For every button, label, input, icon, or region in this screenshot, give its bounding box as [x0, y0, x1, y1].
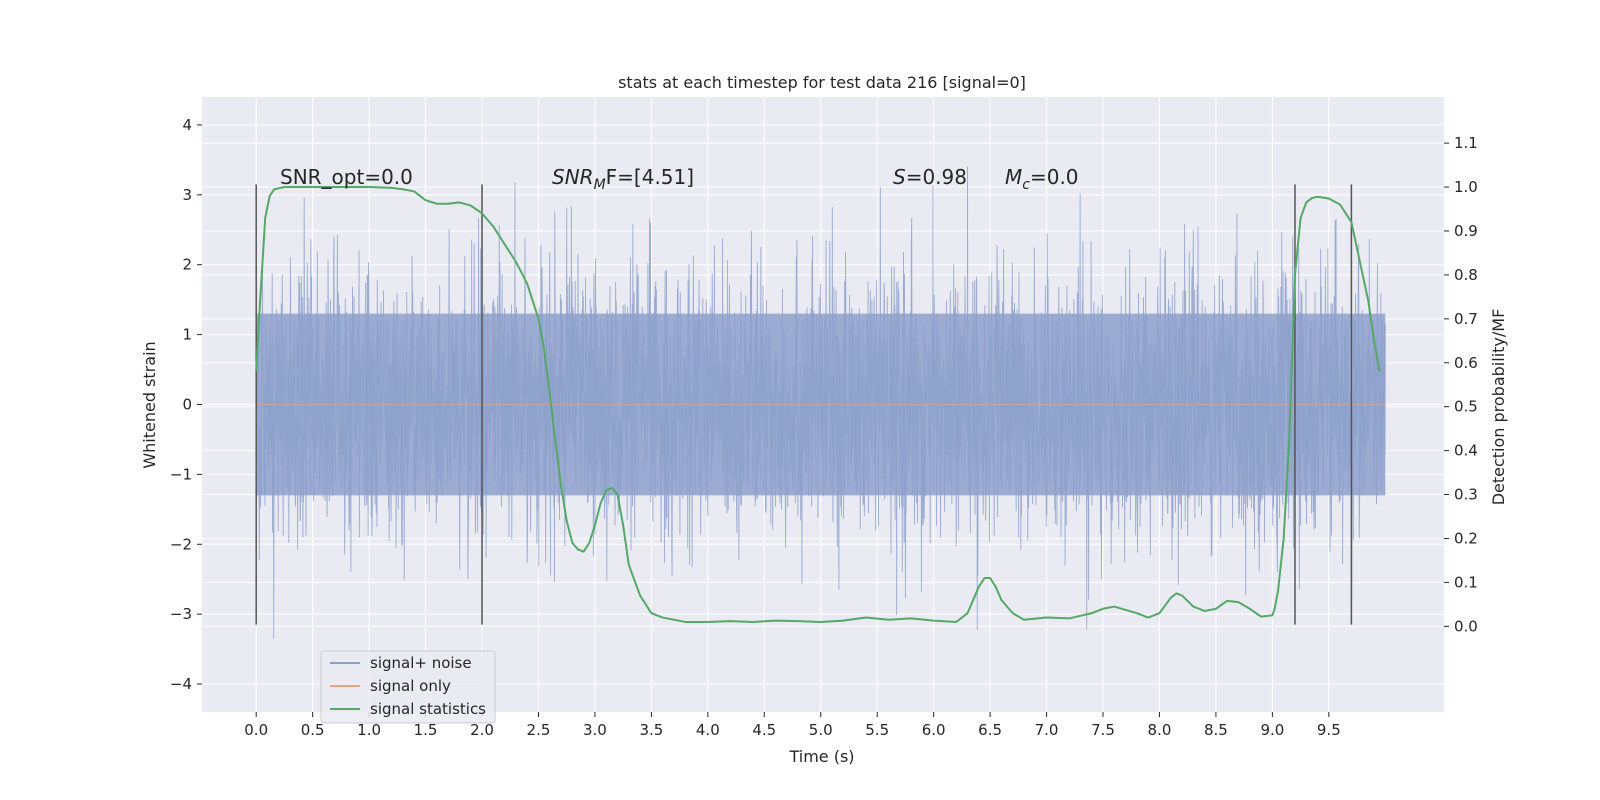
annotation-snr-mf-sub: M: [594, 177, 606, 193]
legend-label-signal-only: signal only: [370, 677, 451, 695]
x-tick-label: 0.5: [301, 721, 325, 739]
x-axis-ticks: 0.0 0.5 1.0 1.5 2.0 2.5 3.0 3.5 4.0 4.5 5.0 5.5 6.0 6…: [244, 712, 1341, 739]
x-tick-label: 2.5: [527, 721, 551, 739]
x-tick-label: 4.0: [696, 721, 720, 739]
x-tick-label: 3.5: [639, 721, 663, 739]
y-left-tick-label: −2: [170, 535, 192, 553]
x-tick-label: 9.0: [1260, 721, 1284, 739]
legend-label-noise: signal+ noise: [370, 654, 472, 672]
y-right-axis-label: Detection probability/MF: [1489, 309, 1508, 506]
annotation-s-base: S: [893, 165, 906, 189]
y-right-tick-label: 0.9: [1454, 222, 1478, 240]
y-right-tick-label: 1.1: [1454, 134, 1478, 152]
y-left-tick-label: 4: [182, 116, 192, 134]
x-tick-label: 8.5: [1204, 721, 1228, 739]
legend-box: [320, 650, 496, 724]
y-right-tick-label: 0.7: [1454, 310, 1478, 328]
annotation-snr-mf: SNRMF=[4.51]: [552, 165, 694, 193]
legend-label-signal-statistics: signal statistics: [370, 700, 486, 718]
x-tick-label: 3.0: [583, 721, 607, 739]
legend: signal+ noise signal only signal statist…: [320, 650, 496, 724]
window-markers: [255, 184, 1353, 625]
y-left-tick-label: −3: [170, 605, 192, 623]
annotation-mc-rest: =0.0: [1030, 165, 1079, 189]
x-tick-label: 5.0: [809, 721, 833, 739]
y-right-tick-label: 0.1: [1454, 573, 1478, 591]
x-tick-label: 1.5: [414, 721, 438, 739]
signal-statistics-line: [255, 186, 1381, 623]
x-tick-label: 9.5: [1317, 721, 1341, 739]
y-right-tick-label: 0.4: [1454, 442, 1478, 460]
y-left-tick-label: 1: [182, 326, 192, 344]
x-tick-label: 7.0: [1035, 721, 1059, 739]
annotation-snr-mf-rest: F=[4.51]: [606, 165, 694, 189]
annotation-snr-opt: SNR_opt=0.0: [280, 165, 413, 189]
y-right-tick-label: 0.8: [1454, 266, 1478, 284]
annotation-mc-sub: c: [1022, 177, 1030, 193]
y-left-tick-label: 3: [182, 186, 192, 204]
x-tick-label: 2.0: [470, 721, 494, 739]
x-axis-label: Time (s): [788, 747, 854, 766]
x-tick-label: 8.0: [1148, 721, 1172, 739]
chart-title: stats at each timestep for test data 216…: [618, 73, 1026, 92]
y-left-axis-ticks: 4 3 2 1 0 −1 −2 −3 −4: [170, 116, 202, 693]
y-left-tick-label: 0: [182, 396, 192, 414]
y-right-axis-ticks: 1.1 1.0 0.9 0.8 0.7 0.6 0.5 0.4 0.3 0.2 0.1 0.0: [1444, 134, 1478, 635]
annotation-s: S=0.98: [893, 165, 967, 189]
signal-statistics-series: [255, 186, 1381, 623]
y-left-tick-label: −1: [170, 465, 192, 483]
x-tick-label: 4.5: [752, 721, 776, 739]
x-tick-label: 5.5: [865, 721, 889, 739]
y-right-tick-label: 1.0: [1454, 178, 1478, 196]
x-tick-label: 7.5: [1091, 721, 1115, 739]
y-left-tick-label: 2: [182, 256, 192, 274]
x-tick-label: 0.0: [244, 721, 268, 739]
y-right-tick-label: 0.6: [1454, 354, 1478, 372]
annotation-snr-mf-base: SNR: [552, 165, 594, 189]
annotation-s-rest: =0.98: [906, 165, 967, 189]
y-left-axis-label: Whitened strain: [140, 341, 159, 468]
annotation-mc: Mc=0.0: [1005, 165, 1079, 193]
y-right-tick-label: 0.2: [1454, 529, 1478, 547]
x-tick-label: 1.0: [357, 721, 381, 739]
y-right-tick-label: 0.5: [1454, 398, 1478, 416]
annotation-mc-base: M: [1005, 165, 1022, 189]
y-left-tick-label: −4: [170, 675, 192, 693]
y-right-tick-label: 0.0: [1454, 617, 1478, 635]
y-right-tick-label: 0.3: [1454, 486, 1478, 504]
x-tick-label: 6.5: [978, 721, 1002, 739]
x-tick-label: 6.0: [922, 721, 946, 739]
